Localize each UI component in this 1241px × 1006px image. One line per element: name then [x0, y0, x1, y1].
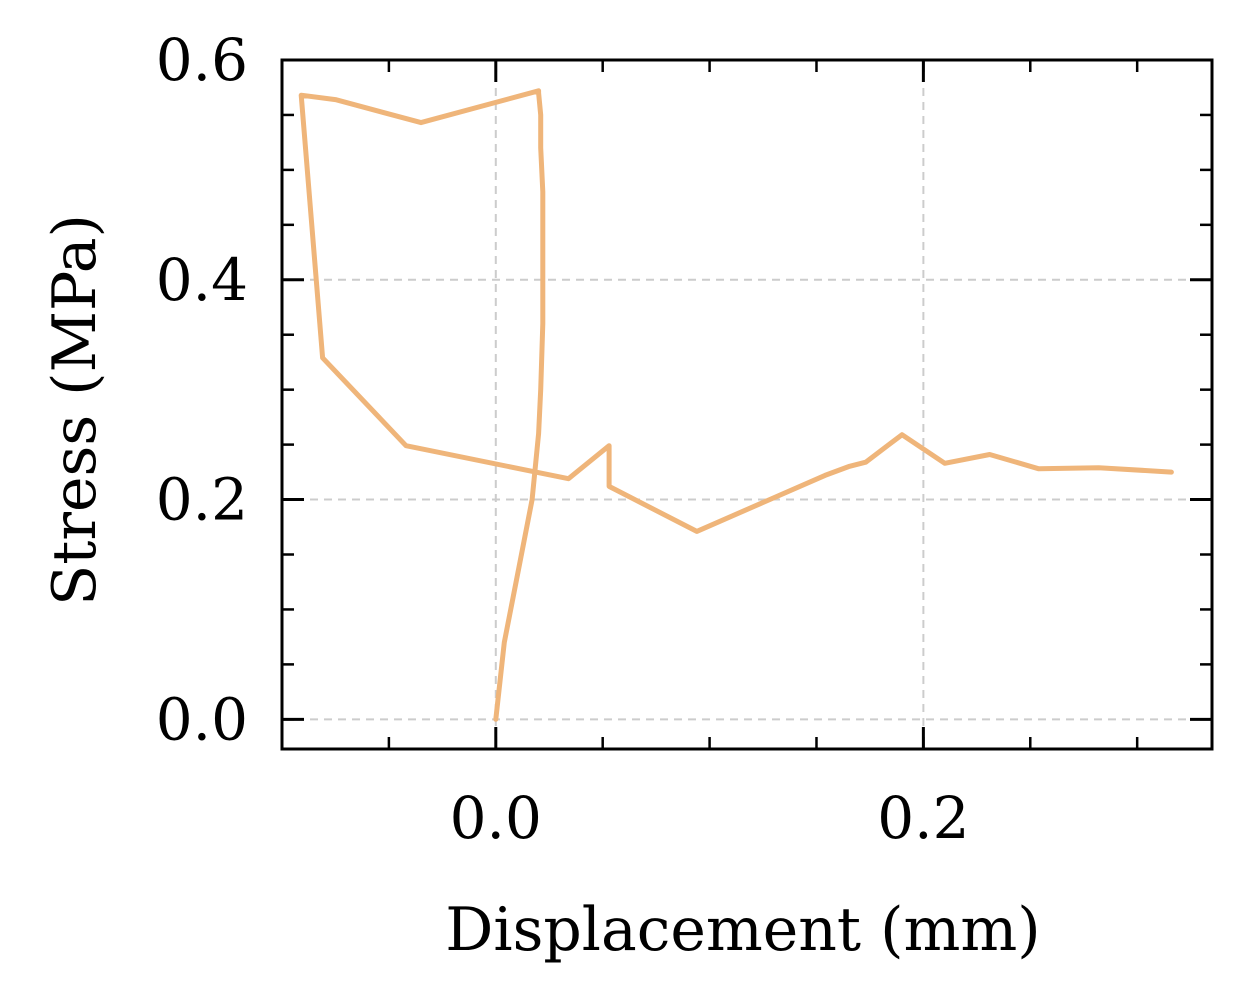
x-axis-label: Displacement (mm)	[445, 895, 1040, 965]
y-tick-label: 0.2	[156, 466, 248, 534]
plot-frame	[280, 58, 1214, 751]
tick-labels: 0.0 0.2 0.0 0.2 0.4 0.6	[156, 26, 970, 852]
y-axis-label: Stress (MPa)	[40, 214, 110, 606]
x-tick-label: 0.2	[877, 784, 969, 852]
x-tick-label: 0.0	[450, 784, 542, 852]
y-tick-label: 0.0	[156, 685, 248, 753]
series-line-0	[298, 88, 1174, 722]
y-tick-label: 0.4	[156, 246, 248, 314]
grid	[282, 59, 1212, 749]
plot-lines	[298, 88, 1174, 722]
axis-ticks	[280, 58, 1212, 749]
y-tick-label: 0.6	[156, 26, 248, 94]
